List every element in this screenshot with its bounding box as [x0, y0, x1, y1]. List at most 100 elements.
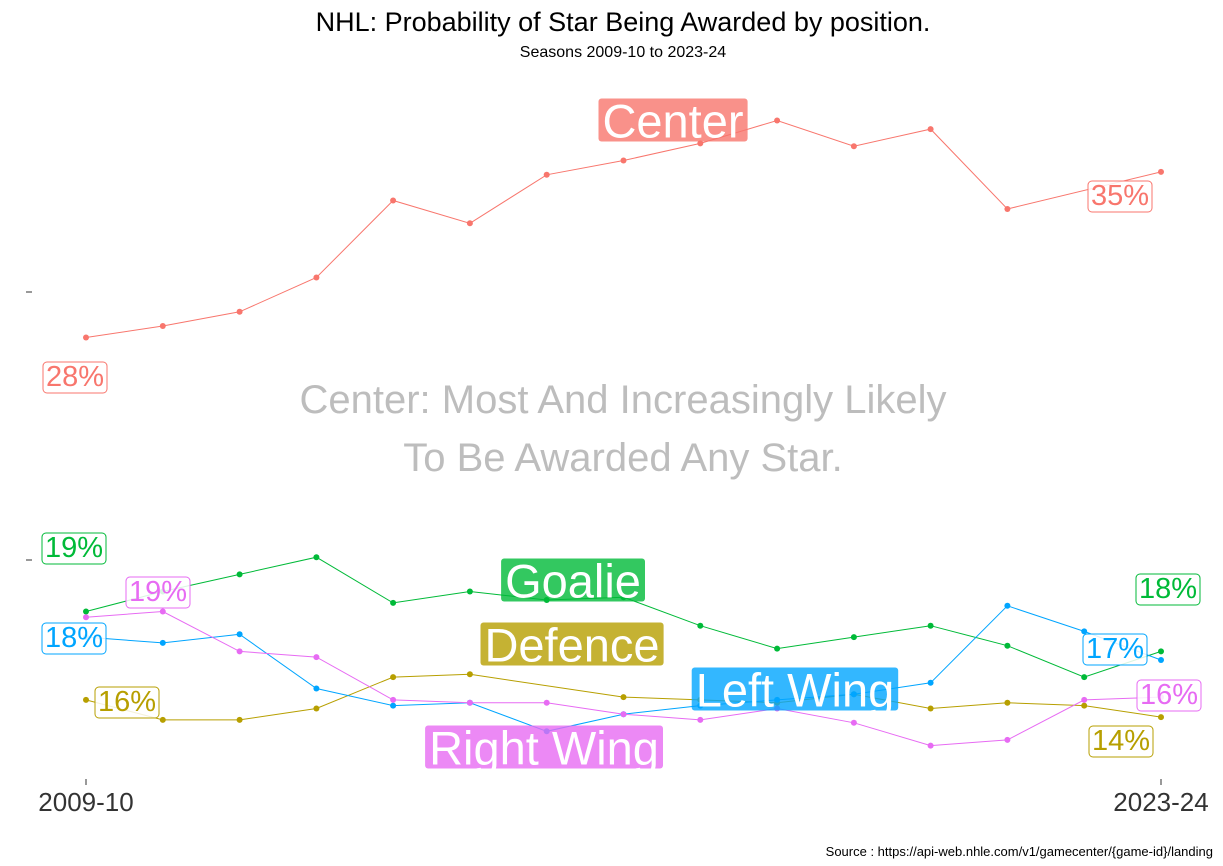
center-start-percent: 28% [42, 361, 108, 394]
right-wing-end-percent: 16% [1136, 679, 1202, 712]
right-wing-end-percent-text: 16% [1140, 679, 1198, 711]
right-wing-point-2016-17 [620, 711, 627, 718]
right-wing-series-label-box [425, 725, 663, 769]
series-name-labels: Center Goalie Defence Left Wing Right Wing [425, 95, 899, 775]
defence-start-percent-text: 16% [98, 686, 156, 718]
goalie-point-2011-12 [236, 571, 243, 578]
center-point-2013-14 [390, 197, 397, 204]
defence-series-label-text: Defence [484, 619, 659, 672]
right-wing-point-2012-13 [313, 654, 320, 661]
defence-point-2009-10 [83, 696, 89, 703]
center-end-percent: 35% [1087, 180, 1153, 213]
left-wing-point-2013-14 [390, 702, 397, 709]
defence-point-2020-21 [927, 705, 934, 712]
defence-point-2022-23 [1081, 702, 1088, 709]
center-point-2010-11 [159, 323, 166, 329]
defence-point-2011-12 [236, 716, 243, 723]
center-end-percent-text: 35% [1091, 180, 1149, 212]
left-wing-series-label-box [691, 667, 899, 711]
percent-labels: 28% 35% 19% 18% 16% 14% 18% 17% 19% 16% [41, 180, 1202, 758]
center-start-percent-box [42, 361, 108, 394]
goalie-point-2014-15 [466, 588, 473, 595]
goalie-point-2019-20 [850, 634, 857, 641]
right-wing-point-2011-12 [236, 648, 243, 655]
defence-point-2012-13 [313, 705, 320, 712]
goalie-series-label-box [501, 558, 645, 602]
defence-point-2016-17 [620, 694, 627, 701]
series-center [83, 117, 1164, 341]
goalie-point-2021-22 [1004, 642, 1011, 649]
left-wing-point-2023-24 [1158, 657, 1164, 663]
center-series-label-box [598, 98, 748, 142]
x-axis: 2009-10 2023-24 [38, 779, 1209, 817]
right-wing-point-2015-16 [543, 699, 550, 706]
center-series-label-text: Center [602, 95, 743, 148]
chart-source-caption: Source : https://api-web.nhle.com/v1/gam… [826, 844, 1213, 859]
goalie-point-2018-19 [774, 645, 781, 652]
left-wing-end-percent-text: 17% [1086, 633, 1144, 665]
right-wing-point-2017-18 [697, 716, 704, 723]
defence-point-2010-11 [159, 716, 166, 723]
goalie-point-2022-23 [1081, 674, 1088, 681]
left-wing-end-percent-box [1082, 633, 1148, 666]
right-wing-end-percent-box [1136, 679, 1202, 712]
right-wing-series-label-text: Right Wing [429, 722, 659, 775]
left-wing-start-percent-text: 18% [45, 622, 103, 654]
right-wing-start-percent-box [125, 576, 191, 609]
center-point-2021-22 [1004, 206, 1011, 212]
goalie-end-percent-text: 18% [1139, 573, 1197, 605]
goalie-start-percent-box [41, 532, 107, 565]
center-point-2014-15 [466, 220, 473, 227]
defence-point-2021-22 [1004, 699, 1011, 706]
right-wing-point-2013-14 [390, 696, 397, 703]
left-wing-point-2021-22 [1004, 602, 1011, 609]
left-wing-point-2022-23 [1081, 628, 1088, 635]
defence-point-2023-24 [1158, 714, 1164, 721]
center-point-2019-20 [850, 143, 857, 150]
right-wing-start-percent-text: 19% [129, 576, 187, 608]
goalie-point-2013-14 [390, 599, 397, 606]
defence-start-percent: 16% [94, 686, 160, 719]
x-tick-label-2009-10: 2009-10 [38, 787, 133, 817]
right-wing-series-label: Right Wing [425, 722, 663, 775]
right-wing-point-2014-15 [466, 699, 473, 706]
goalie-series-label-text: Goalie [505, 555, 641, 608]
left-wing-point-2020-21 [927, 679, 934, 686]
chart-subtitle: Seasons 2009-10 to 2023-24 [520, 44, 726, 61]
right-wing-point-2019-20 [850, 719, 857, 726]
center-end-percent-box [1087, 180, 1153, 213]
x-tick-label-2023-24: 2023-24 [1113, 787, 1208, 817]
goalie-point-2020-21 [927, 622, 934, 629]
goalie-point-2009-10 [83, 608, 89, 615]
chart-title: NHL: Probability of Star Being Awarded b… [316, 7, 931, 37]
goalie-start-percent-text: 19% [45, 532, 103, 564]
left-wing-point-2011-12 [236, 631, 243, 638]
right-wing-start-percent: 19% [125, 576, 191, 609]
center-point-2016-17 [620, 157, 627, 164]
defence-start-percent-box [94, 686, 160, 719]
center-line [85, 119, 1162, 338]
left-wing-start-percent-box [41, 622, 107, 655]
center-point-2011-12 [236, 308, 243, 315]
left-wing-series-label-text: Left Wing [696, 664, 895, 717]
center-series-label: Center [598, 95, 748, 148]
right-wing-point-2020-21 [927, 742, 934, 749]
right-wing-point-2021-22 [1004, 736, 1011, 743]
center-point-2009-10 [83, 334, 89, 341]
defence-end-percent-box [1088, 725, 1154, 758]
center-point-2018-19 [774, 117, 781, 124]
left-wing-point-2012-13 [313, 685, 320, 692]
center-point-2020-21 [927, 126, 934, 133]
defence-end-percent-text: 14% [1092, 725, 1150, 757]
center-start-percent-text: 28% [46, 361, 104, 393]
goalie-series-label: Goalie [501, 555, 645, 608]
goalie-point-2017-18 [697, 622, 704, 629]
left-wing-series-label: Left Wing [691, 664, 899, 717]
right-wing-point-2009-10 [83, 614, 89, 621]
annotation-line-1: Center: Most And Increasingly Likely [300, 378, 947, 422]
defence-point-2014-15 [466, 671, 473, 678]
left-wing-end-percent: 17% [1082, 633, 1148, 666]
goalie-end-percent: 18% [1135, 573, 1201, 606]
defence-end-percent: 14% [1088, 725, 1154, 758]
